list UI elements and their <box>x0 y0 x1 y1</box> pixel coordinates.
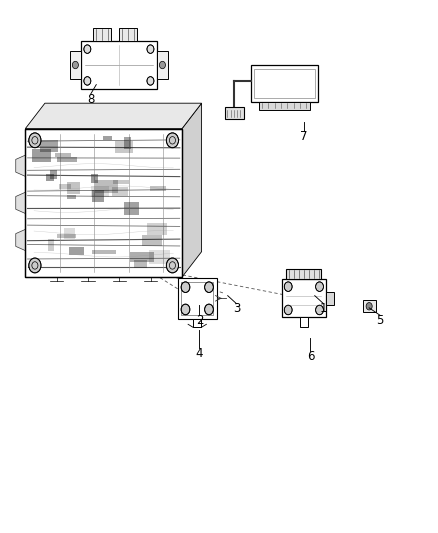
Text: 2: 2 <box>196 314 203 327</box>
Bar <box>112 187 128 196</box>
Circle shape <box>316 282 323 292</box>
Circle shape <box>366 303 372 310</box>
Circle shape <box>181 304 190 315</box>
Bar <box>70 51 81 79</box>
Bar <box>48 239 54 251</box>
Bar <box>91 186 109 197</box>
Text: 8: 8 <box>87 93 94 106</box>
Polygon shape <box>16 155 25 176</box>
Bar <box>254 69 314 98</box>
Circle shape <box>166 258 179 273</box>
Bar <box>149 250 170 263</box>
Bar <box>93 28 111 41</box>
Bar <box>55 153 71 157</box>
Bar <box>150 186 166 191</box>
Bar <box>69 247 84 255</box>
Bar <box>259 102 310 110</box>
Circle shape <box>166 133 179 148</box>
Text: 7: 7 <box>300 130 307 143</box>
Bar <box>64 228 75 239</box>
Text: 1: 1 <box>320 302 327 316</box>
Bar <box>40 140 58 152</box>
Polygon shape <box>16 192 25 214</box>
Circle shape <box>205 304 213 315</box>
Polygon shape <box>16 229 25 251</box>
Circle shape <box>147 45 154 53</box>
Bar <box>92 190 104 202</box>
Text: 4: 4 <box>196 348 203 360</box>
Bar <box>81 41 157 89</box>
Circle shape <box>29 133 41 148</box>
Bar <box>142 235 162 246</box>
Bar <box>181 282 213 315</box>
Bar <box>286 269 321 279</box>
Bar <box>95 180 118 193</box>
Bar <box>92 250 116 254</box>
Circle shape <box>316 305 323 315</box>
Circle shape <box>159 61 166 69</box>
Bar <box>147 223 167 235</box>
Bar <box>251 65 318 102</box>
Text: 5: 5 <box>376 314 384 327</box>
Bar <box>57 234 76 238</box>
Bar <box>32 149 51 162</box>
Bar <box>25 128 182 277</box>
Bar <box>115 141 133 154</box>
Bar <box>282 279 325 317</box>
Bar <box>67 182 80 195</box>
Bar <box>124 202 138 215</box>
Bar <box>25 128 182 277</box>
Circle shape <box>205 282 213 293</box>
Circle shape <box>284 305 292 315</box>
Bar <box>124 137 131 149</box>
Polygon shape <box>182 103 201 277</box>
Bar <box>113 180 128 184</box>
Bar <box>91 174 99 183</box>
Circle shape <box>181 282 190 293</box>
Bar <box>57 157 77 162</box>
Bar <box>178 278 217 319</box>
Bar <box>300 317 308 327</box>
Bar <box>103 136 112 140</box>
Circle shape <box>284 282 292 292</box>
Bar <box>363 301 376 312</box>
Bar <box>134 260 147 268</box>
Bar <box>325 292 334 305</box>
Circle shape <box>84 45 91 53</box>
Bar <box>157 51 168 79</box>
Bar <box>193 319 201 327</box>
Text: 3: 3 <box>233 302 240 316</box>
Bar <box>59 184 71 189</box>
Bar <box>225 108 244 119</box>
Bar <box>119 28 137 41</box>
Bar <box>50 170 57 179</box>
Circle shape <box>29 258 41 273</box>
Polygon shape <box>25 103 201 128</box>
Bar <box>67 195 76 199</box>
Circle shape <box>147 77 154 85</box>
Bar <box>131 252 153 262</box>
Text: 6: 6 <box>307 350 314 363</box>
Bar <box>46 174 54 181</box>
Circle shape <box>84 77 91 85</box>
Circle shape <box>72 61 78 69</box>
